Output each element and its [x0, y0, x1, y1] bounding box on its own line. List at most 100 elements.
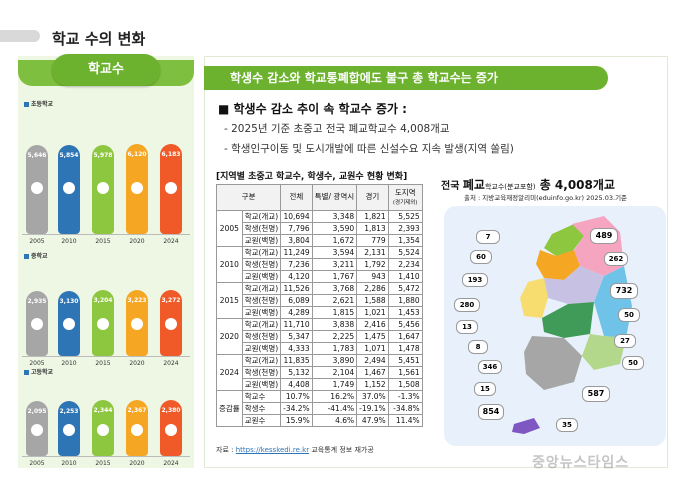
region-gyeonggi-north	[544, 224, 584, 256]
table-title: [지역별 초중고 학교수, 학생수, 교원수 현황 변화]	[216, 172, 408, 182]
bullet-closed-schools: - 2025년 기준 초중고 전국 폐교학교수 4,008개교	[224, 123, 450, 135]
map-region-count: 7	[476, 230, 500, 244]
data-label: 3,130	[59, 298, 79, 305]
source-link[interactable]: https://kesskedi.re.kr	[235, 446, 310, 454]
region-jeonbuk	[542, 302, 594, 338]
table-cell: 1,821	[356, 210, 389, 223]
table-row: 2020 학교(개교) 11,710 3,838 2,416 5,456	[216, 318, 423, 355]
table-cell: 15.9%	[280, 414, 313, 427]
year-label: 2010	[61, 460, 77, 467]
table-cell: -41.4%	[311, 402, 358, 415]
header-gyeonggi: 경기	[356, 184, 389, 211]
table-cell: 3,768	[311, 282, 358, 295]
table-row: 교원(백명) 3,804 1,672 779 1,354	[217, 234, 423, 247]
year-label: 2010	[61, 238, 77, 245]
map-region-count: 346	[478, 360, 502, 374]
table-row: 학생(천명) 5,347 2,225 1,475 1,647	[217, 330, 423, 343]
table-row: 학생(천명) 7,236 3,211 1,792 2,234	[217, 258, 423, 271]
table-cell: 2,225	[311, 330, 358, 343]
map-region-count: 27	[614, 334, 636, 348]
table-row-label: 학생(천명)	[241, 330, 282, 343]
chart-bar	[92, 145, 114, 234]
map-region-count: 8	[468, 340, 488, 354]
table-cell: 1,815	[311, 306, 358, 319]
map-title: 전국 폐교학교수(분교포함) 총 4,008개교	[441, 178, 615, 192]
chart-bar	[58, 145, 80, 234]
chart-bar	[92, 400, 114, 456]
region-jeju	[512, 418, 540, 434]
table-row-label: 학교(개교)	[241, 354, 282, 367]
table-row: 2010 학교(개교) 11,249 3,594 2,131 5,524	[216, 246, 423, 283]
table-cell: 3,594	[311, 246, 358, 259]
data-label: 2,095	[27, 408, 47, 415]
main-point: ■ 학생수 감소 추이 속 학교수 증가 :	[218, 102, 407, 116]
bar-marker	[31, 424, 43, 436]
table-cell: -34.2%	[280, 402, 313, 415]
map-region-count: 15	[474, 382, 496, 396]
table-row: 교원(백명) 4,120 1,767 943 1,410	[217, 270, 423, 283]
map-region-count: 262	[604, 252, 628, 266]
table-cell: 1,453	[387, 306, 423, 319]
table-cell: 3,590	[311, 222, 358, 235]
section-label-elementary: 초등학교	[24, 99, 53, 108]
year-label: 2020	[129, 460, 145, 467]
table-cell: 11,835	[280, 354, 313, 367]
table-cell: 3,211	[311, 258, 358, 271]
chart-bar	[92, 290, 114, 356]
table-cell: 5,347	[280, 330, 313, 343]
table-cell: 47.9%	[356, 414, 389, 427]
table-row-label: 교원(백명)	[241, 342, 282, 355]
table-cell: 1,071	[356, 342, 389, 355]
chart-bar	[126, 400, 148, 456]
map-region-count: 280	[454, 298, 480, 312]
table-row-label: 학생(천명)	[241, 366, 282, 379]
table-row-label: 교원수	[241, 414, 282, 427]
table-cell: 3,838	[311, 318, 358, 331]
table-cell: 1,152	[356, 378, 389, 391]
section-label-middle: 중학교	[24, 251, 48, 260]
data-label: 3,272	[161, 297, 181, 304]
table-header-row: 구분 전체 특별/ 광역시 경기 도지역 (경기제외)	[215, 184, 423, 211]
bar-marker	[131, 182, 143, 194]
table-cell: 1,478	[387, 342, 423, 355]
table-row: 학생(천명) 5,132 2,104 1,467 1,561	[217, 366, 423, 379]
table-row-label: 교원(백명)	[241, 306, 282, 319]
table-cell: 779	[356, 234, 389, 247]
table-year-cell: 증감률	[216, 390, 243, 427]
table-row-label: 교원(백명)	[241, 270, 282, 283]
data-label: 5,854	[59, 152, 79, 159]
table-cell: 1,792	[356, 258, 389, 271]
header-metro: 특별/ 광역시	[311, 184, 358, 211]
table-row: 학생(천명) 6,089 2,621 1,588 1,880	[217, 294, 423, 307]
map-region-count: 193	[462, 273, 488, 287]
year-label: 2020	[129, 360, 145, 367]
bar-marker	[97, 318, 109, 330]
table-cell: 5,472	[387, 282, 423, 295]
year-label: 2005	[29, 460, 45, 467]
bar-marker	[31, 318, 43, 330]
header-province: 도지역 (경기제외)	[387, 184, 423, 211]
table-cell: 5,525	[387, 210, 423, 223]
table-cell: 2,416	[356, 318, 389, 331]
school-count-tab: 학교수	[52, 54, 160, 86]
table-cell: 2,621	[311, 294, 358, 307]
table-row-label: 학교(개교)	[241, 282, 282, 295]
table-cell: 1,783	[311, 342, 358, 355]
data-label: 5,978	[93, 152, 113, 159]
bar-marker	[63, 182, 75, 194]
year-label: 2005	[29, 238, 45, 245]
table-year-cell: 2015	[216, 282, 243, 319]
table-row-label: 학교(개교)	[241, 210, 282, 223]
year-label: 2015	[95, 460, 111, 467]
table-cell: 1,749	[311, 378, 358, 391]
table-cell: 5,451	[387, 354, 423, 367]
map-region-count: 489	[590, 228, 618, 244]
table-cell: 10.7%	[280, 390, 313, 403]
chart-bar	[160, 290, 182, 356]
table-row: 교원(백명) 4,408 1,749 1,152 1,508	[217, 378, 423, 391]
table-year-cell: 2020	[216, 318, 243, 355]
data-label: 6,120	[127, 151, 147, 158]
table-row: 교원(백명) 4,333 1,783 1,071 1,478	[217, 342, 423, 355]
table-cell: 1,354	[387, 234, 423, 247]
data-label: 6,183	[161, 151, 181, 158]
